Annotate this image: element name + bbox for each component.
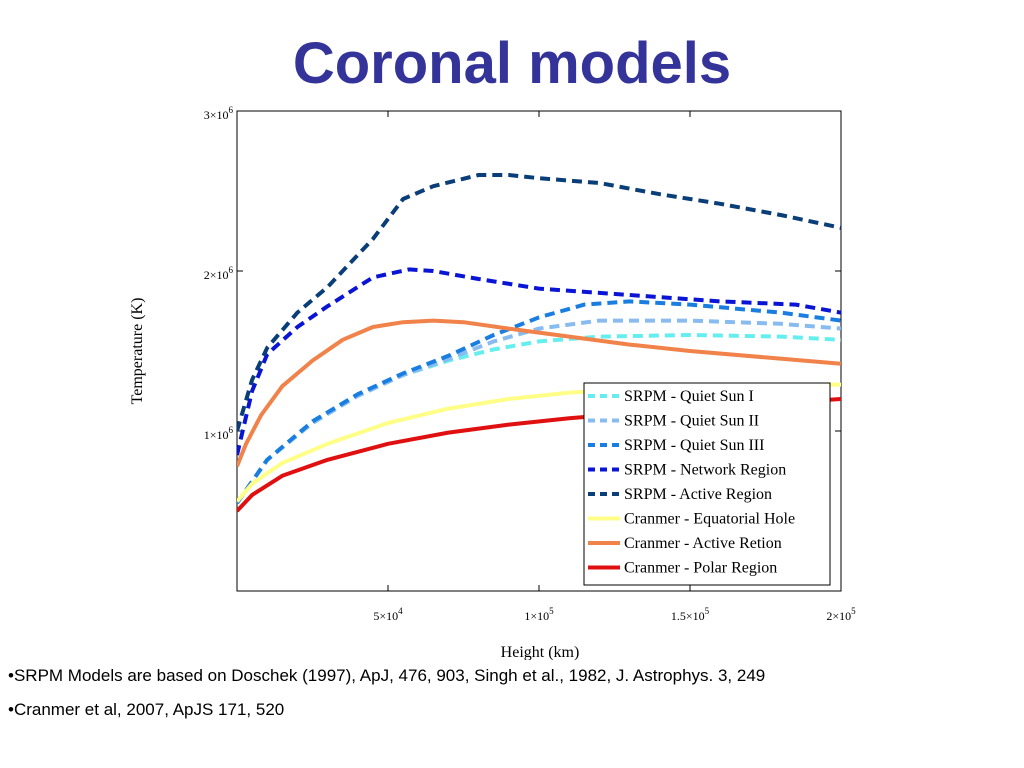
temperature-height-chart: 5×104 1×105 1.5×105 2×105 1×106 2×106 3×106 SR… [129,105,856,660]
x-axis-label: Height (km) [501,644,580,660]
y-tick-label: 1×106 [204,425,234,442]
legend-label: Cranmer - Equatorial Hole [624,511,795,528]
x-tick-label: 1×105 [524,606,554,623]
legend-label: SRPM - Quiet Sun III [624,437,764,454]
series-line [237,173,841,432]
legend-label: SRPM - Quiet Sun II [624,413,759,430]
legend-label: SRPM - Active Region [624,486,772,503]
legend-label: SRPM - Quiet Sun I [624,388,754,405]
y-axis-label: Temperature (K) [129,298,146,405]
x-tick-label: 2×105 [826,606,856,623]
reference-note-srpm: •SRPM Models are based on Doschek (1997)… [8,666,766,685]
x-tick-label: 5×104 [373,606,403,623]
y-tick-label: 2×106 [204,265,234,282]
legend-label: Cranmer - Polar Region [624,560,777,577]
legend-label: SRPM - Network Region [624,462,786,479]
legend-box [583,382,831,586]
reference-note-cranmer: •Cranmer et al, 2007, ApJS 171, 520 [8,700,285,719]
series-line [237,318,841,467]
slide-title: Coronal models [292,31,732,96]
y-tick-label: 3×106 [204,105,234,122]
series-line [237,267,841,456]
series-line [237,299,841,505]
legend-label: Cranmer - Active Retion [624,535,782,552]
x-tick-label: 1.5×105 [671,606,710,623]
